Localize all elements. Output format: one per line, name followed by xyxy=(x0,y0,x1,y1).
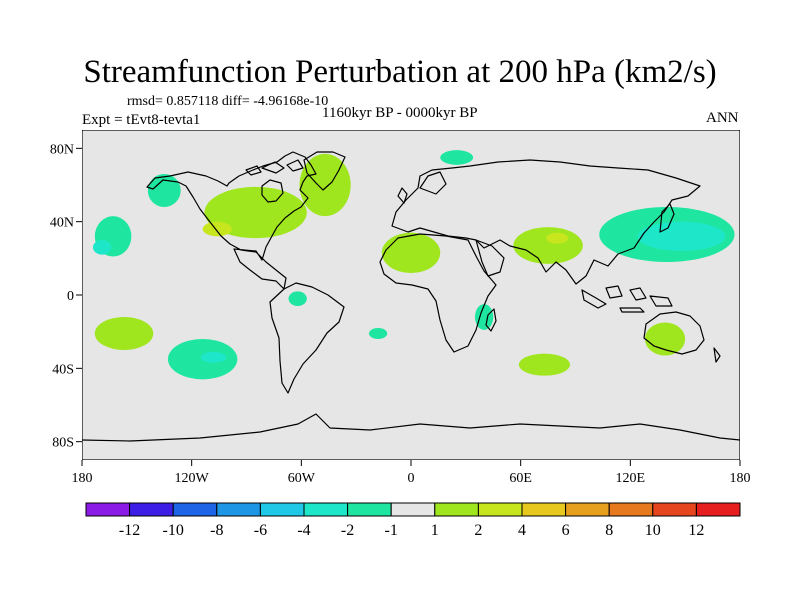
colorbar-label: -10 xyxy=(163,522,184,539)
stats-line: rmsd= 0.857118 diff= -4.96168e-10 xyxy=(127,94,329,109)
experiment-label: Expt = tEvt8-tevta1 xyxy=(82,112,201,128)
anomaly-north-pacific-core xyxy=(92,240,112,255)
colorbar-swatch xyxy=(565,502,610,517)
anomaly-layer xyxy=(92,150,735,380)
colorbar-swatch xyxy=(652,502,697,517)
y-tick-label: 80S xyxy=(52,436,74,451)
coastlines xyxy=(82,151,740,442)
coastline-africa xyxy=(379,233,497,353)
colorbar-swatch xyxy=(390,502,436,517)
anomaly-arctic-europe xyxy=(440,150,474,165)
colorbar-label: 8 xyxy=(605,522,613,539)
colorbar-label: -4 xyxy=(297,522,310,539)
colorbar-swatch xyxy=(521,502,567,517)
colorbar-swatch xyxy=(85,502,131,517)
period-label: 1160kyr BP - 0000kyr BP xyxy=(322,105,478,121)
coastline-scandinavia xyxy=(419,171,447,195)
x-tick-label: 120E xyxy=(616,471,646,486)
map-background xyxy=(82,130,740,460)
map-area xyxy=(82,130,740,460)
colorbar-label: -6 xyxy=(254,522,267,539)
anomaly-australia xyxy=(644,322,686,356)
colorbar-swatch xyxy=(303,502,349,517)
coastline-greenland xyxy=(303,151,346,191)
x-tick-label: 60W xyxy=(288,471,316,486)
x-tick-label: 120W xyxy=(175,471,210,486)
y-tick-label: 0 xyxy=(67,289,74,304)
colorbar-swatch xyxy=(259,502,305,517)
anomaly-south-atlantic-east xyxy=(368,328,388,339)
colorbar: -12 -10 -8 -6 -4 -2 -1 1 2 4 6 8 10 12 xyxy=(85,502,741,539)
anomaly-south-asia-core xyxy=(546,232,569,244)
colorbar-swatch xyxy=(695,502,741,517)
x-tick-label: 180 xyxy=(72,471,93,486)
coastline-british-isles xyxy=(397,187,408,204)
anomaly-north-atlantic-branch xyxy=(299,153,351,217)
colorbar-swatch xyxy=(608,502,654,517)
anomaly-equatorial-south-america xyxy=(288,291,307,306)
colorbar-label: -1 xyxy=(385,522,398,539)
anomaly-aleutian-blob xyxy=(147,174,181,207)
coastline-south-america xyxy=(269,282,345,394)
y-tick-label: 40N xyxy=(50,216,74,231)
colorbar-label: 10 xyxy=(645,522,661,539)
x-tick-label: 180 xyxy=(730,471,751,486)
anomaly-east-asia-core xyxy=(637,221,726,251)
coastline-australia xyxy=(643,311,705,355)
colorbar-swatch xyxy=(434,502,479,517)
season-label: ANN xyxy=(706,110,739,126)
colorbar-label: 12 xyxy=(688,522,704,539)
anomaly-north-africa xyxy=(381,232,441,273)
anomaly-north-america-ridge xyxy=(204,186,307,239)
coastline-madagascar xyxy=(485,308,497,332)
coastline-antarctica xyxy=(82,413,740,442)
anomaly-north-america-core xyxy=(202,221,232,237)
colorbar-swatch xyxy=(172,502,218,517)
y-tick-label: 80N xyxy=(50,142,74,157)
coastline-eurasia xyxy=(391,159,701,285)
colorbar-swatch xyxy=(477,502,523,517)
colorbar-swatch xyxy=(216,502,261,517)
coastline-arabia xyxy=(475,239,505,277)
plot-title: Streamfunction Perturbation at 200 hPa (… xyxy=(83,54,717,90)
coastline-new-zealand xyxy=(713,347,721,363)
coastline-hudson-bay xyxy=(261,179,284,203)
colorbar-swatch xyxy=(347,502,392,517)
coastline-japan xyxy=(659,203,675,233)
colorbar-label: 6 xyxy=(562,522,570,539)
colorbar-swatch xyxy=(129,502,174,517)
coastline-indonesia xyxy=(581,285,673,313)
x-tick-label: 60E xyxy=(509,471,532,486)
y-axis: 80N 40N 0 40S 80S xyxy=(50,142,82,451)
colorbar-label: -8 xyxy=(210,522,223,539)
y-tick-label: 40S xyxy=(52,362,74,377)
x-tick-label: 0 xyxy=(408,471,415,486)
anomaly-south-indian xyxy=(518,353,571,376)
anomaly-east-africa xyxy=(474,304,494,330)
x-axis: 180 120W 60W 0 60E 120E 180 xyxy=(72,460,751,486)
anomaly-south-asia-high xyxy=(513,227,583,264)
colorbar-label: -12 xyxy=(119,522,140,539)
colorbar-label: 2 xyxy=(474,522,482,539)
colorbar-label: 1 xyxy=(431,522,439,539)
colorbar-label: 4 xyxy=(518,522,526,539)
anomaly-southeast-pacific-core xyxy=(200,351,227,363)
colorbar-label: -2 xyxy=(341,522,354,539)
anomaly-southwest-pacific xyxy=(94,317,154,350)
coastline-arctic-islands xyxy=(245,159,304,176)
coastline-north-america xyxy=(146,151,317,290)
